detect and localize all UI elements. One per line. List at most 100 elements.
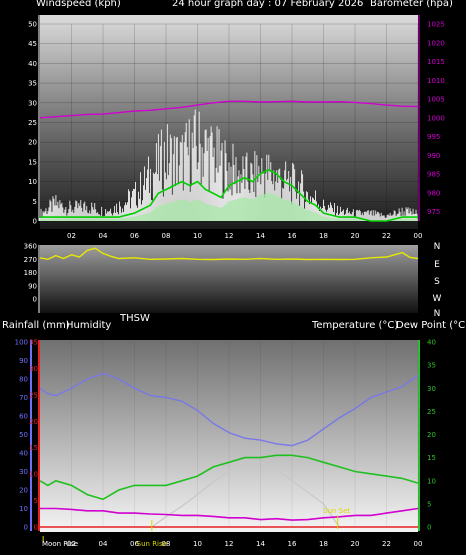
wind-tick-label: 50 — [28, 21, 37, 29]
compass-label: N — [434, 309, 441, 319]
wind-x-tick-label: 00 — [414, 232, 423, 240]
wind-x-tick-label: 10 — [193, 232, 202, 240]
wind-x-tick-label: 14 — [256, 232, 265, 240]
temperature-tick-label: 30 — [427, 385, 436, 393]
wind-x-tick-label: 02 — [67, 232, 76, 240]
baro-tick-label: 985 — [427, 171, 440, 179]
humidity-tick-label: 60 — [19, 413, 28, 421]
baro-tick-label: 1020 — [427, 39, 445, 47]
temperature-tick-label: 10 — [427, 477, 436, 485]
wind-tick-label: 40 — [28, 60, 37, 68]
temperature-tick-label: 40 — [427, 339, 436, 347]
humidity-tick-label: 30 — [19, 468, 28, 476]
direction-tick-label: 270 — [24, 256, 37, 264]
temperature-tick-label: 15 — [427, 454, 436, 462]
temperature-label: Temperature (°C) — [312, 320, 399, 331]
rainfall-tick-label: 30 — [29, 365, 38, 373]
temp-x-tick-label: 06 — [130, 540, 139, 548]
wind-x-tick-label: 12 — [225, 232, 234, 240]
baro-tick-label: 1015 — [427, 58, 445, 66]
humidity-tick-label: 70 — [19, 394, 28, 402]
humidity-line — [39, 372, 419, 447]
temp-x-tick-label: 14 — [256, 540, 265, 548]
rainfall-tick-label: 10 — [29, 471, 38, 479]
direction-tick-label: 180 — [24, 269, 37, 277]
rainfall-tick-label: 15 — [29, 444, 38, 452]
baro-tick-label: 980 — [427, 189, 440, 197]
wind-tick-label: 35 — [28, 80, 37, 88]
wind-x-tick-label: 22 — [382, 232, 391, 240]
temperature-tick-label: 25 — [427, 408, 436, 416]
temp-x-tick-label: 18 — [319, 540, 328, 548]
direction-tick-label: 90 — [28, 282, 37, 290]
baro-tick-label: 995 — [427, 133, 440, 141]
baro-axis-title: Barometer (hpa) — [370, 0, 453, 9]
humidity-tick-label: 100 — [15, 339, 28, 347]
wind-tick-label: 10 — [28, 178, 37, 186]
barometer-line — [39, 100, 419, 119]
sun-arc-line — [151, 459, 340, 528]
wind-tick-label: 30 — [28, 99, 37, 107]
sunset-label: Sun Set — [323, 507, 350, 515]
temp-x-tick-label: 22 — [382, 540, 391, 548]
wind-tick-label: 15 — [28, 158, 37, 166]
humidity-tick-label: 40 — [19, 450, 28, 458]
temperature-tick-label: 5 — [427, 500, 431, 508]
baro-tick-label: 1005 — [427, 96, 445, 104]
moon-rise-label: Moon Rise — [42, 540, 78, 548]
temp-x-tick-label: 20 — [351, 540, 360, 548]
wind-x-tick-label: 16 — [288, 232, 297, 240]
temp-x-tick-label: 10 — [193, 540, 202, 548]
temp-x-tick-label: 02 — [67, 540, 76, 548]
temp-x-tick-label: 16 — [288, 540, 297, 548]
temperature-tick-label: 20 — [427, 431, 436, 439]
wind-tick-label: 20 — [28, 139, 37, 147]
humidity-tick-label: 50 — [19, 431, 28, 439]
thsw-label: THSW — [120, 313, 150, 324]
humidity-tick-label: 90 — [19, 357, 28, 365]
temperature-tick-label: 35 — [427, 362, 436, 370]
wind-x-tick-label: 08 — [162, 232, 171, 240]
temp-x-tick-label: 00 — [414, 540, 423, 548]
wind-average-area — [40, 192, 418, 221]
wind-x-tick-label: 04 — [99, 232, 108, 240]
humidity-tick-label: 10 — [19, 505, 28, 513]
baro-tick-label: 975 — [427, 208, 440, 216]
baro-tick-label: 1010 — [427, 77, 445, 85]
rainfall-tick-label: 5 — [34, 497, 38, 505]
temp-x-tick-label: 04 — [99, 540, 108, 548]
humidity-tick-label: 0 — [24, 524, 28, 532]
compass-label: W — [433, 294, 442, 304]
dewpoint-line — [40, 507, 419, 521]
temperature-tick-label: 0 — [427, 524, 431, 532]
direction-tick-label: 0 — [33, 296, 37, 304]
wind-tick-label: 0 — [33, 218, 37, 226]
humidity-tick-label: 20 — [19, 487, 28, 495]
wind-tick-label: 45 — [28, 40, 37, 48]
temperature-line — [39, 454, 419, 501]
dewpoint-label: Dew Point (°C) — [396, 320, 466, 331]
wind-average-line — [40, 168, 418, 222]
panel-direction-bg — [40, 245, 418, 313]
baro-tick-label: 1000 — [427, 114, 445, 122]
humidity-tick-label: 80 — [19, 376, 28, 384]
wind-axis-title: Windspeed (kph) — [36, 0, 121, 9]
baro-tick-label: 990 — [427, 152, 440, 160]
rainfall-tick-label: 25 — [29, 391, 38, 399]
compass-label: N — [434, 242, 441, 252]
temp-x-tick-label: 08 — [162, 540, 171, 548]
wind-x-tick-label: 18 — [319, 232, 328, 240]
rainfall-label: Rainfall (mm) — [2, 320, 70, 331]
wind-x-tick-label: 06 — [130, 232, 139, 240]
rainfall-tick-label: 0 — [34, 524, 38, 532]
compass-label: E — [434, 260, 440, 270]
wind-direction-line — [39, 247, 419, 261]
rainfall-tick-label: 35 — [29, 339, 38, 347]
direction-tick-label: 360 — [24, 243, 37, 251]
chart-title: 24 hour graph day : 07 February 2026 — [172, 0, 364, 9]
wind-tick-label: 5 — [33, 198, 37, 206]
sunrise-label: Sun Rise — [137, 540, 167, 548]
rainfall-tick-label: 20 — [29, 418, 38, 426]
humidity-label: Humidity — [66, 320, 112, 331]
